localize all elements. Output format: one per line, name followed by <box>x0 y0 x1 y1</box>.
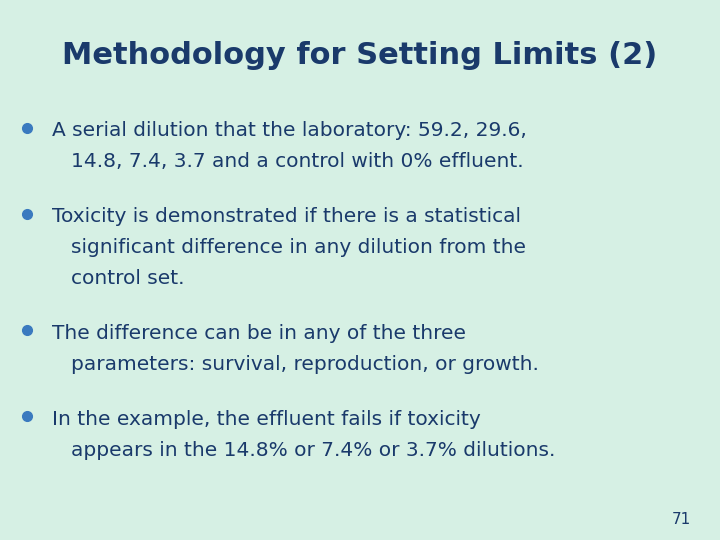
Text: In the example, the effluent fails if toxicity: In the example, the effluent fails if to… <box>52 410 480 429</box>
Text: Toxicity is demonstrated if there is a statistical: Toxicity is demonstrated if there is a s… <box>52 207 521 226</box>
Text: appears in the 14.8% or 7.4% or 3.7% dilutions.: appears in the 14.8% or 7.4% or 3.7% dil… <box>71 441 555 460</box>
Text: control set.: control set. <box>71 269 184 288</box>
Text: The difference can be in any of the three: The difference can be in any of the thre… <box>52 324 466 343</box>
Text: A serial dilution that the laboratory: 59.2, 29.6,: A serial dilution that the laboratory: 5… <box>52 122 527 140</box>
Text: significant difference in any dilution from the: significant difference in any dilution f… <box>71 238 526 257</box>
Text: parameters: survival, reproduction, or growth.: parameters: survival, reproduction, or g… <box>71 355 539 374</box>
Text: 71: 71 <box>672 511 691 526</box>
Text: 14.8, 7.4, 3.7 and a control with 0% effluent.: 14.8, 7.4, 3.7 and a control with 0% eff… <box>71 152 523 171</box>
Text: Methodology for Setting Limits (2): Methodology for Setting Limits (2) <box>63 40 657 70</box>
